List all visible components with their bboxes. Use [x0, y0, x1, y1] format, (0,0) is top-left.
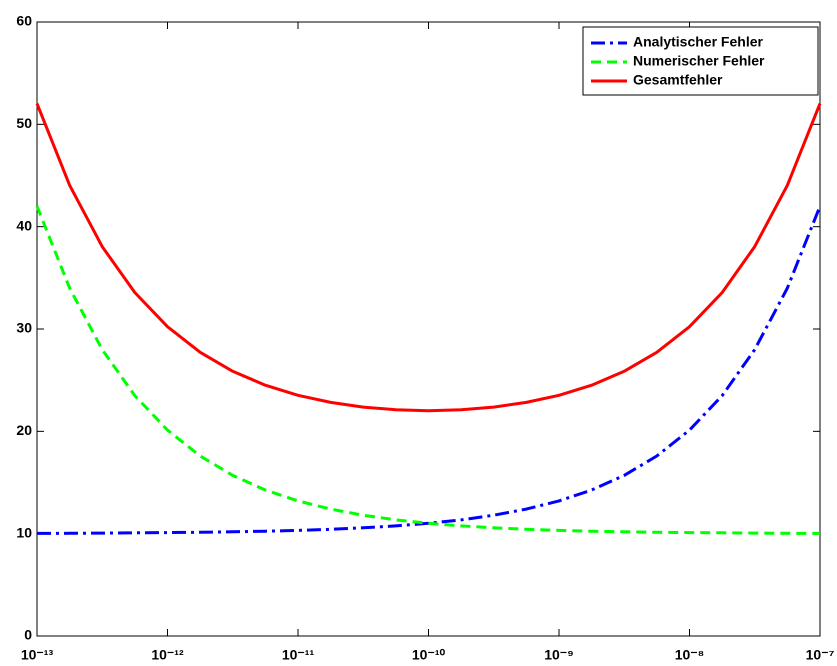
x-tick-label: 10⁻⁸	[675, 647, 705, 663]
y-tick-label: 50	[16, 115, 32, 131]
y-tick-label: 30	[16, 320, 32, 336]
y-tick-label: 40	[16, 217, 32, 233]
x-tick-label: 10⁻¹²	[151, 647, 184, 663]
legend-label: Analytischer Fehler	[633, 34, 763, 50]
legend-label: Numerischer Fehler	[633, 53, 765, 69]
y-tick-label: 10	[16, 524, 32, 540]
x-tick-label: 10⁻¹¹	[282, 647, 315, 663]
x-tick-label: 10⁻¹⁰	[412, 647, 446, 663]
y-tick-label: 0	[24, 627, 32, 643]
series-line	[35, 205, 821, 535]
series-line	[35, 103, 822, 413]
y-tick-label: 20	[16, 422, 32, 438]
x-tick-label: 10⁻⁹	[544, 647, 574, 663]
y-tick-label: 60	[16, 13, 32, 29]
legend-box	[582, 26, 819, 96]
x-tick-label: 10⁻⁷	[806, 647, 835, 663]
legend-label: Gesamtfehler	[633, 72, 723, 88]
x-tick-label: 10⁻¹³	[21, 647, 54, 663]
plot-area	[36, 21, 821, 637]
